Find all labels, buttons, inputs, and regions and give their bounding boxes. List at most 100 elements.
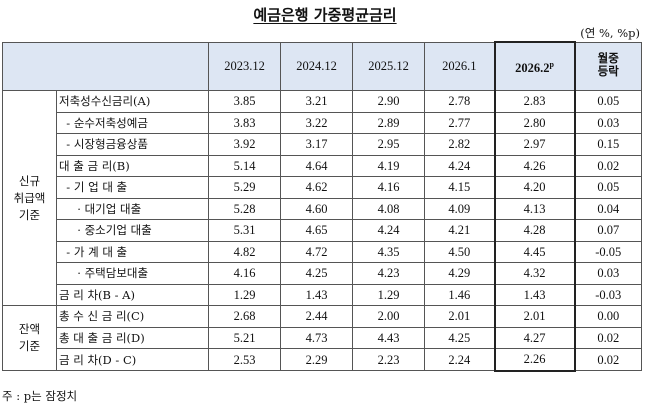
table-row: - 시장형금융상품 3.92 3.17 2.95 2.82 2.97 0.15 (3, 133, 642, 156)
table-cell: 0.05 (574, 90, 642, 113)
table-cell: 2.01 (493, 305, 576, 328)
table-cell: 0.03 (574, 262, 642, 285)
table-cell: 2.24 (424, 348, 495, 371)
group-outstanding: 잔액 기준 (2, 305, 57, 371)
row-label: - 시장형금융상품 (56, 133, 209, 156)
table-cell: 4.64 (280, 154, 353, 177)
table-cell: 2.44 (280, 305, 353, 328)
row-label: - 순수저축성예금 (56, 111, 209, 134)
table-cell: 4.21 (424, 219, 495, 242)
table-cell: 4.09 (424, 197, 495, 220)
header-2023-12: 2023.12 (208, 41, 281, 91)
table-cell: 4.50 (424, 240, 495, 263)
table-cell: 2.26 (493, 348, 576, 372)
table-row: · 중소기업 대출 5.31 4.65 4.24 4.21 4.28 0.07 (3, 219, 642, 242)
table-cell: 0.15 (574, 133, 642, 156)
table-cell: 1.46 (424, 283, 495, 306)
row-label: · 중소기업 대출 (56, 219, 209, 242)
table-cell: 2.53 (208, 348, 281, 371)
row-label: 총 수 신 금 리(C) (56, 305, 209, 328)
table-row: 신규 취급액 기준 저축성수신금리(A) 3.85 3.21 2.90 2.78 2.83 0… (2, 90, 642, 306)
table-cell: 4.25 (280, 262, 353, 285)
header-2024-12: 2024.12 (280, 41, 353, 91)
row-label: 금 리 차(D - C) (56, 348, 209, 371)
table-cell: 4.24 (424, 154, 495, 177)
group-new-business: 신규 취급액 기준 (2, 90, 57, 306)
table-cell: 1.29 (208, 283, 281, 306)
table-cell: 2.83 (493, 90, 576, 113)
table-row: 총 대 출 금 리(D) 5.21 4.73 4.43 4.25 4.27 0.02 (3, 326, 642, 349)
table-cell: 5.14 (208, 154, 281, 177)
table-cell: 0.02 (574, 326, 642, 349)
table-cell: 2.29 (280, 348, 353, 371)
table-row: · 주택담보대출 4.16 4.25 4.23 4.29 4.32 0.03 (3, 262, 642, 285)
table-row: 금 리 차(B - A) 1.29 1.43 1.29 1.46 1.43 -0.03 (3, 283, 642, 306)
table-cell: 3.85 (208, 90, 281, 113)
table-cell: 2.95 (352, 133, 425, 156)
header-blank (2, 41, 209, 91)
table-row: - 기 업 대 출 5.29 4.62 4.16 4.15 4.20 0.05 (3, 176, 642, 199)
table-cell: 3.17 (280, 133, 353, 156)
table-cell: 4.13 (493, 197, 576, 220)
table-cell: 2.97 (493, 133, 576, 156)
interest-rate-table: 2023.12 2024.12 2025.12 2026.1 2026.2p 월… (2, 41, 642, 372)
table-cell: 0.05 (574, 176, 642, 199)
table-cell: 2.68 (208, 305, 281, 328)
table-cell: 4.82 (208, 240, 281, 263)
unit-label: (연 %, %p) (580, 26, 640, 40)
table-cell: 4.24 (352, 219, 425, 242)
table-cell: 4.25 (424, 326, 495, 349)
table-cell: 2.77 (424, 111, 495, 134)
table-cell: 5.28 (208, 197, 281, 220)
table-cell: 4.45 (493, 240, 576, 263)
table-row: 금 리 차(D - C) 2.53 2.29 2.23 2.24 2.26 0.02 (3, 348, 642, 372)
table-cell: 4.27 (493, 326, 576, 349)
table-title: 예금은행 가중평균금리 (253, 6, 397, 24)
table-cell: 3.21 (280, 90, 353, 113)
table-cell: 4.62 (280, 176, 353, 199)
table-cell: 0.03 (574, 111, 642, 134)
table-cell: 3.83 (208, 111, 281, 134)
row-label: 저축성수신금리(A) (56, 90, 209, 113)
table-cell: 2.78 (424, 90, 495, 113)
footnote: 주 : p는 잠정치 (2, 389, 78, 403)
table-cell: 0.04 (574, 197, 642, 220)
table-cell: 4.28 (493, 219, 576, 242)
table-cell: 4.16 (352, 176, 425, 199)
table-cell: 4.15 (424, 176, 495, 199)
table-cell: -0.05 (574, 240, 642, 263)
table-cell: 0.00 (574, 305, 642, 328)
table-cell: 0.07 (574, 219, 642, 242)
table-cell: -0.03 (574, 283, 642, 306)
table-cell: 2.80 (493, 111, 576, 134)
table-cell: 4.72 (280, 240, 353, 263)
table-cell: 2.23 (352, 348, 425, 371)
header-2026-1: 2026.1 (424, 41, 495, 91)
table-row: - 순수저축성예금 3.83 3.22 2.89 2.77 2.80 0.03 (3, 111, 642, 134)
table-cell: 4.16 (208, 262, 281, 285)
table-cell: 4.73 (280, 326, 353, 349)
row-label: 대 출 금 리(B) (56, 154, 209, 177)
table-cell: 4.23 (352, 262, 425, 285)
row-label: - 가 계 대 출 (56, 240, 209, 263)
table-cell: 4.35 (352, 240, 425, 263)
table-cell: 4.08 (352, 197, 425, 220)
row-label: 금 리 차(B - A) (56, 283, 209, 306)
table-cell: 4.32 (493, 262, 576, 285)
table-cell: 4.26 (493, 154, 576, 177)
table-cell: 1.43 (493, 283, 576, 306)
table-cell: 3.92 (208, 133, 281, 156)
table-cell: 5.29 (208, 176, 281, 199)
table-cell: 4.43 (352, 326, 425, 349)
header-row: 2023.12 2024.12 2025.12 2026.1 2026.2p 월… (2, 41, 642, 91)
table-cell: 4.19 (352, 154, 425, 177)
row-label: · 대기업 대출 (56, 197, 209, 220)
table-cell: 3.22 (280, 111, 353, 134)
table-row: · 대기업 대출 5.28 4.60 4.08 4.09 4.13 0.04 (3, 197, 642, 220)
table-cell: 4.60 (280, 197, 353, 220)
table-cell: 2.82 (424, 133, 495, 156)
header-2026-2: 2026.2p (493, 41, 576, 91)
table-row: 대 출 금 리(B) 5.14 4.64 4.19 4.24 4.26 0.02 (3, 154, 642, 177)
table-cell: 5.31 (208, 219, 281, 242)
row-label: - 기 업 대 출 (56, 176, 209, 199)
